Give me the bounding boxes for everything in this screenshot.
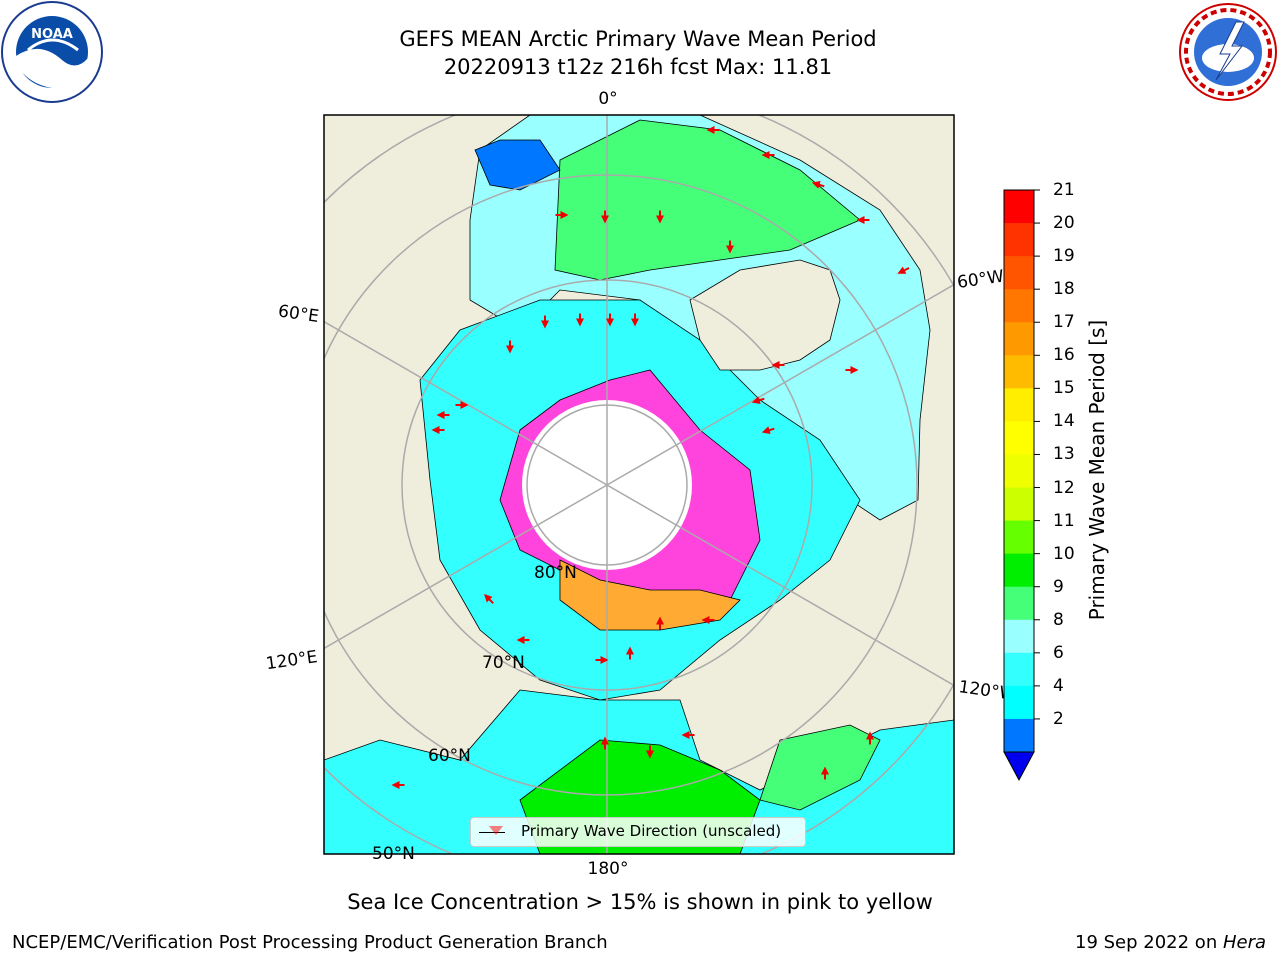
colorbar — [1003, 189, 1040, 782]
chart-subtitle: 20220913 t12z 216h fcst Max: 11.81 — [443, 55, 833, 79]
legend-label: Primary Wave Direction (unscaled) — [521, 822, 782, 840]
colorbar-segment — [1004, 454, 1034, 489]
colorbar-segment — [1004, 256, 1034, 290]
colorbar-segment — [1004, 718, 1034, 753]
wave-arrow — [483, 593, 494, 604]
colorbar-segment — [1004, 619, 1034, 654]
wave-arrow — [897, 266, 910, 274]
colorbar-segment — [1004, 190, 1034, 224]
chart-title: GEFS MEAN Arctic Primary Wave Mean Perio… — [399, 27, 877, 51]
ocean-green-north — [554, 119, 861, 281]
colorbar-tick-label: 10 — [1053, 543, 1075, 564]
colorbar-segment — [1004, 586, 1034, 621]
colorbar-segment — [1004, 520, 1034, 555]
colorbar-tick-label: 18 — [1053, 279, 1075, 300]
map-legend: Primary Wave Direction (unscaled) — [470, 817, 806, 847]
colorbar-extend-arrow — [1003, 751, 1035, 782]
caption: Sea Ice Concentration > 15% is shown in … — [347, 890, 933, 914]
nws-logo-icon — [1179, 3, 1277, 101]
wave-arrow — [811, 181, 825, 189]
colorbar-tick-label: 11 — [1053, 510, 1075, 531]
wave-direction-arrows — [391, 126, 910, 789]
lat-label-60n: 60°N — [428, 746, 471, 766]
colorbar-segment — [1004, 355, 1034, 389]
colorbar-segment — [1004, 322, 1034, 356]
colorbar-tick-label: 20 — [1053, 213, 1075, 234]
lat-label-70n: 70°N — [482, 653, 525, 673]
colorbar-segment — [1004, 652, 1034, 687]
colorbar-tick-label: 8 — [1053, 609, 1064, 630]
lon-label-60w: 60°W — [956, 267, 1005, 293]
wave-arrow — [751, 396, 765, 404]
colorbar-tick-label: 12 — [1053, 477, 1075, 498]
lat-label-50n: 50°N — [372, 844, 415, 864]
colorbar-tick-label: 21 — [1053, 180, 1075, 200]
map-frame — [323, 114, 955, 855]
colorbar-segment — [1004, 223, 1034, 257]
footer-date: 19 Sep 2022 on Hera — [1075, 932, 1266, 953]
legend-arrow-icon — [489, 826, 503, 835]
colorbar-tick-label: 16 — [1053, 345, 1075, 366]
colorbar-segment — [1004, 421, 1034, 455]
lon-label-0: 0° — [598, 89, 617, 109]
ocean-blue-shallow — [474, 139, 561, 191]
graticule — [324, 115, 954, 854]
colorbar-segment — [1004, 487, 1034, 522]
sea-ice-warm — [559, 559, 741, 631]
colorbar-tick-label: 9 — [1053, 576, 1064, 597]
colorbar-segment — [1004, 289, 1034, 323]
lat-label-80n: 80°N — [534, 563, 577, 583]
colorbar-label: Primary Wave Mean Period [s] — [1085, 319, 1109, 621]
colorbar-tick-label: 6 — [1053, 642, 1064, 663]
lon-label-120e: 120°E — [265, 647, 319, 674]
lon-label-180: 180° — [588, 859, 629, 879]
colorbar-tick-label: 15 — [1053, 378, 1075, 399]
colorbar-frame — [1003, 189, 1035, 753]
noaa-logo-icon: NOAA — [1, 1, 103, 103]
colorbar-tick-label: 19 — [1053, 246, 1075, 267]
land-greenland — [689, 259, 841, 371]
wave-arrow — [761, 426, 775, 434]
lon-label-60e: 60°E — [277, 301, 320, 326]
ocean-green-southeast — [759, 724, 881, 811]
colorbar-tick-label: 14 — [1053, 411, 1075, 432]
footer-machine: Hera — [1222, 932, 1266, 953]
colorbar-tick-label: 4 — [1053, 675, 1064, 696]
footer-credit: NCEP/EMC/Verification Post Processing Pr… — [12, 932, 608, 953]
noaa-logo-text: NOAA — [31, 27, 73, 42]
footer-date-text: 19 Sep 2022 on — [1075, 932, 1223, 953]
colorbar-segment — [1004, 685, 1034, 720]
colorbar-tick-label: 13 — [1053, 444, 1075, 465]
colorbar-tick-label: 2 — [1053, 708, 1064, 729]
colorbar-tick-label: 17 — [1053, 312, 1075, 333]
colorbar-segment — [1004, 388, 1034, 422]
colorbar-segment — [1004, 553, 1034, 588]
